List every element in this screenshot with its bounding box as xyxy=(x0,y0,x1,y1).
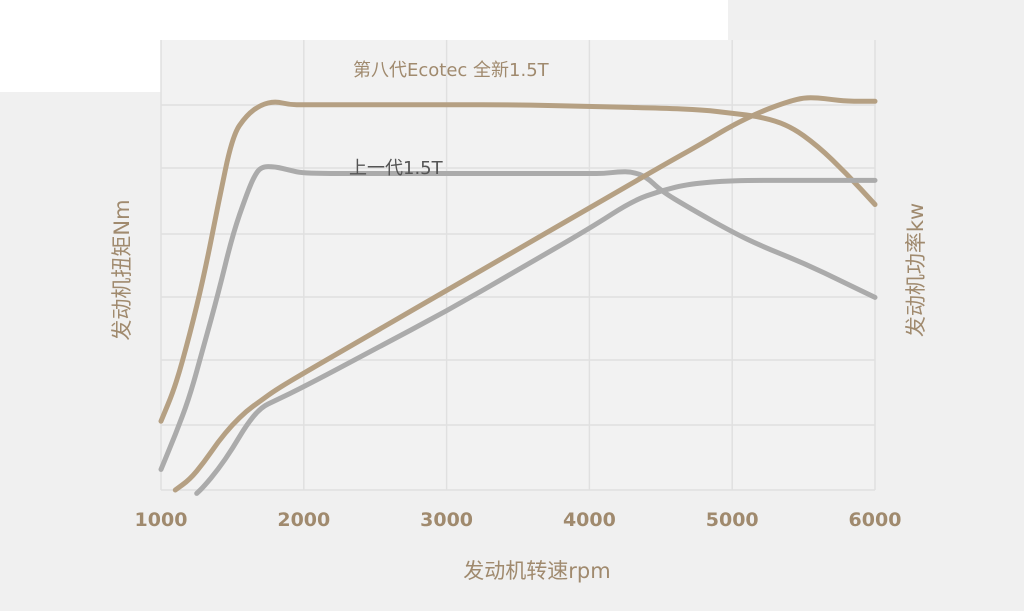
right-y-axis-title: 发动机功率kw xyxy=(904,203,928,337)
x-axis-title: 发动机转速rpm xyxy=(463,559,610,583)
x-tick-label: 3000 xyxy=(420,509,473,531)
x-tick-label: 6000 xyxy=(849,509,902,531)
new-engine-series-label: 第八代Ecotec 全新1.5T xyxy=(353,60,550,81)
series-line-torque-previous xyxy=(158,164,878,472)
x-tick-label: 2000 xyxy=(277,509,330,531)
x-tick-label: 1000 xyxy=(135,509,188,531)
x-tick-label: 4000 xyxy=(563,509,616,531)
x-tick-labels: 1000 2000 3000 4000 5000 6000 xyxy=(135,509,902,531)
x-tick-label: 5000 xyxy=(706,509,759,531)
previous-engine-series-label: 上一代1.5T xyxy=(349,158,444,179)
series-line-power-new xyxy=(172,95,878,493)
series-lines xyxy=(158,95,878,496)
left-y-axis-title: 发动机扭矩Nm xyxy=(110,199,134,340)
series-line-power-previous xyxy=(194,177,878,496)
series-line-torque-new xyxy=(158,99,878,424)
